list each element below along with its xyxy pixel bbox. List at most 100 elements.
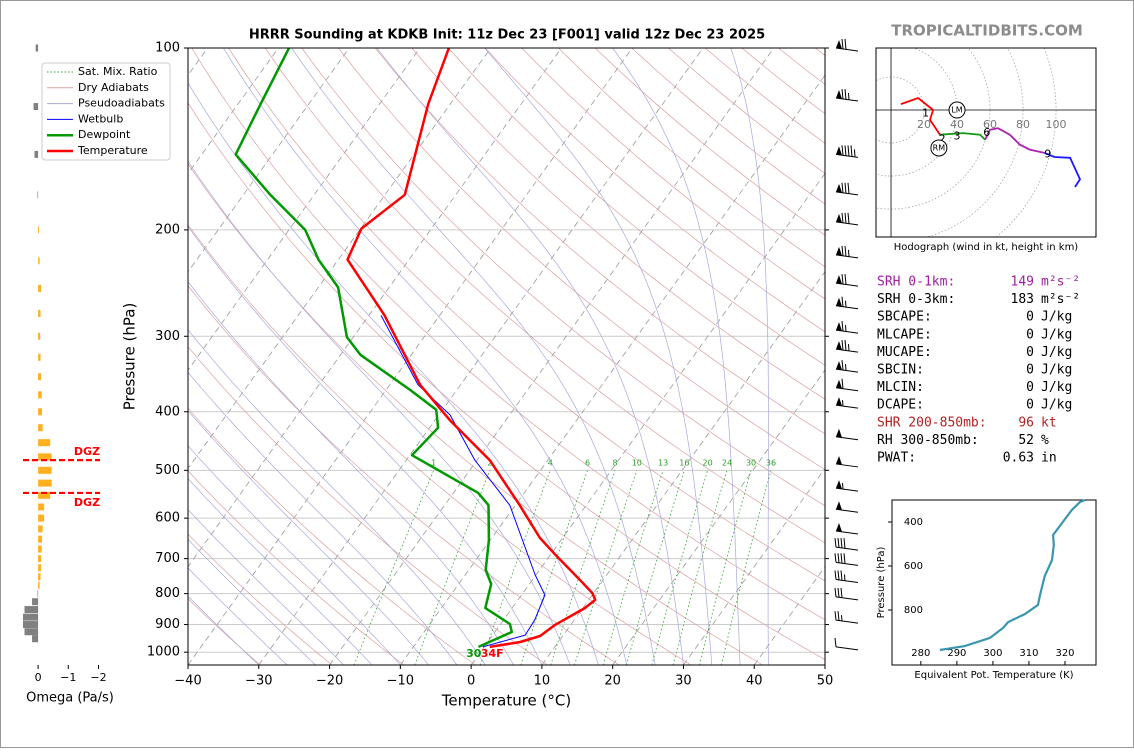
x-axis-label: Omega (Pa/s) xyxy=(26,691,114,706)
mixing-ratio-label: 13 xyxy=(658,458,668,467)
omega-bar xyxy=(38,257,40,264)
param-value: 52 xyxy=(1018,433,1034,448)
param-value: 0 xyxy=(1026,310,1034,325)
omega-bar xyxy=(38,310,40,317)
param-label: DCAPE: xyxy=(877,398,924,413)
omega-bar xyxy=(38,564,41,571)
omega-bar xyxy=(38,467,52,474)
height-label: 1 xyxy=(922,106,929,119)
param-label: RH 300-850mb: xyxy=(877,433,979,448)
hodo-ring-label: 20 xyxy=(917,118,931,131)
param-value: 0.63 xyxy=(1003,451,1034,466)
barb-half xyxy=(846,364,847,370)
chart-title: HRRR Sounding at KDKB Init: 11z Dec 23 [… xyxy=(249,28,765,43)
param-label: SRH 0-1km: xyxy=(877,275,955,290)
x-tick-label: 10 xyxy=(534,674,551,689)
mixing-ratio-label: 20 xyxy=(703,458,713,467)
omega-bar xyxy=(38,424,43,431)
x-tick-label: −30 xyxy=(245,674,272,689)
param-unit: J/kg xyxy=(1041,345,1072,360)
param-label: MLCAPE: xyxy=(877,327,932,342)
omega-bar xyxy=(32,598,38,605)
param-value: 96 xyxy=(1018,415,1034,430)
x-tick-label: −10 xyxy=(387,674,414,689)
barb-half xyxy=(846,301,847,307)
legend-label: Dewpoint xyxy=(78,128,131,141)
legend-label: Wetbulb xyxy=(78,112,123,125)
barb-half xyxy=(855,149,856,157)
omega-bar xyxy=(38,408,42,415)
omega-bar xyxy=(34,151,38,158)
omega-bar xyxy=(38,226,39,233)
param-unit: in xyxy=(1041,451,1057,466)
x-tick-label: 320 xyxy=(1055,648,1074,659)
x-tick-label: −1 xyxy=(60,671,76,684)
omega-bar xyxy=(23,614,38,621)
barb-half xyxy=(843,400,844,406)
y-tick-label: 900 xyxy=(155,617,180,632)
param-unit: m²s⁻² xyxy=(1041,275,1080,290)
x-tick-label: 300 xyxy=(983,648,1002,659)
barb-half xyxy=(849,344,850,351)
x-tick-label: 280 xyxy=(911,648,930,659)
x-tick-label: −40 xyxy=(174,674,201,689)
y-axis-label: Pressure (hPa) xyxy=(121,303,139,411)
legend-label: Temperature xyxy=(77,144,148,157)
y-tick-label: 1000 xyxy=(147,645,180,660)
surface-label: 34F xyxy=(481,647,504,660)
storm-motion-label: RM xyxy=(933,143,946,152)
omega-bar xyxy=(36,45,38,52)
mixing-ratio-label: 10 xyxy=(632,458,642,467)
mixing-ratio-label: 36 xyxy=(766,458,776,467)
height-label: 6 xyxy=(983,126,990,139)
omega-bar xyxy=(38,354,40,361)
x-axis-label: Temperature (°C) xyxy=(441,692,571,710)
param-unit: J/kg xyxy=(1041,327,1072,342)
dgz-label: DGZ xyxy=(74,445,100,458)
omega-bar xyxy=(38,546,42,553)
storm-motion-label: LM xyxy=(951,106,962,115)
param-value: 0 xyxy=(1026,398,1034,413)
param-unit: J/kg xyxy=(1041,363,1072,378)
y-tick-label: 600 xyxy=(904,561,923,572)
omega-bar xyxy=(32,635,38,642)
mixing-ratio-label: 4 xyxy=(548,458,553,467)
omega-bar xyxy=(37,590,38,597)
omega-bar xyxy=(34,103,39,110)
param-label: SHR 200-850mb: xyxy=(877,415,987,430)
x-tick-label: 290 xyxy=(947,648,966,659)
omega-bar xyxy=(25,628,39,635)
param-value: 0 xyxy=(1026,327,1034,342)
omega-bar xyxy=(38,582,40,589)
y-tick-label: 700 xyxy=(155,551,180,566)
param-unit: % xyxy=(1041,433,1049,448)
mixing-ratio-label: 16 xyxy=(679,458,689,467)
param-unit: m²s⁻² xyxy=(1041,292,1080,307)
omega-bar xyxy=(38,525,43,532)
omega-bar xyxy=(25,606,39,613)
y-tick-label: 100 xyxy=(155,41,180,56)
x-tick-label: 40 xyxy=(746,674,763,689)
omega-bar xyxy=(38,480,52,487)
x-tick-label: 0 xyxy=(35,671,42,684)
y-tick-label: 200 xyxy=(155,222,180,237)
y-tick-label: 500 xyxy=(155,463,180,478)
hodo-caption: Hodograph (wind in kt, height in km) xyxy=(894,242,1079,253)
site-header: TROPICALTIDBITS.COM xyxy=(891,22,1083,40)
param-label: SRH 0-3km: xyxy=(877,292,955,307)
dgz-label: DGZ xyxy=(74,496,100,509)
legend-label: Dry Adiabats xyxy=(78,81,149,94)
x-tick-label: 50 xyxy=(817,674,834,689)
y-tick-label: 300 xyxy=(155,329,180,344)
param-value: 0 xyxy=(1026,345,1034,360)
legend-label: Sat. Mix. Ratio xyxy=(78,65,158,78)
param-value: 183 xyxy=(1011,292,1034,307)
y-tick-label: 600 xyxy=(155,511,180,526)
mixing-ratio-label: 30 xyxy=(746,458,756,467)
barb-half xyxy=(849,93,850,100)
barb-half xyxy=(843,483,844,489)
param-unit: kt xyxy=(1041,415,1057,430)
param-label: PWAT: xyxy=(877,451,916,466)
